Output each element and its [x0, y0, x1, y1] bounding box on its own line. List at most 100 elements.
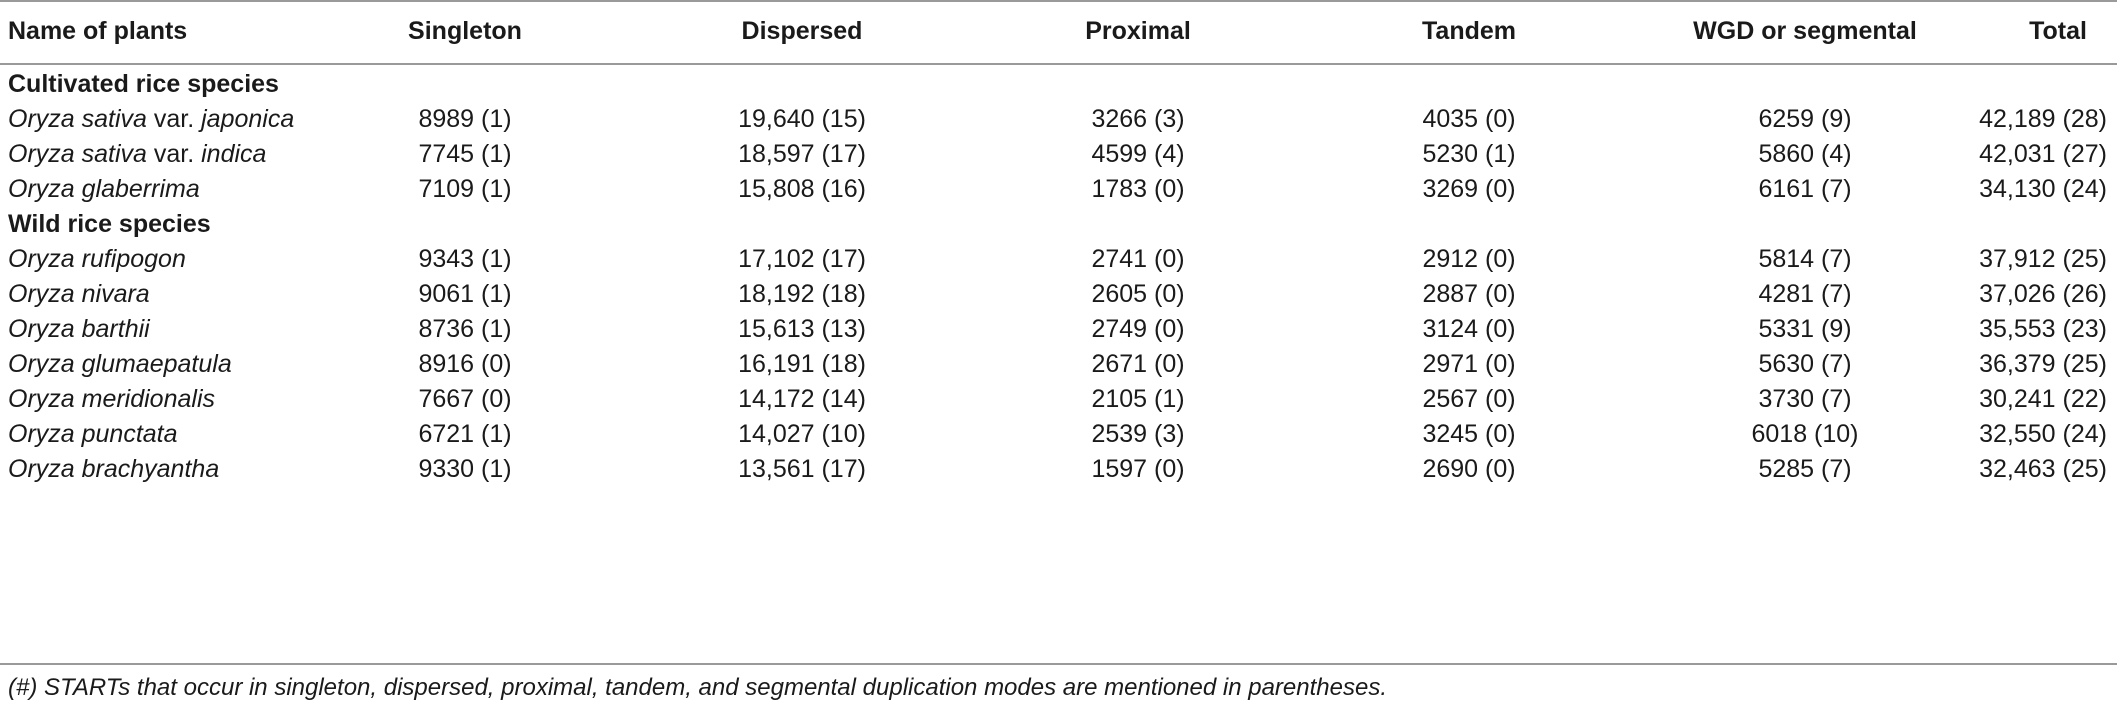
proximal-value: 1783 (0)	[1091, 175, 1185, 203]
plant-name: Oryza meridionalis	[8, 382, 215, 417]
dispersed-value: 19,640 (15)	[738, 105, 866, 133]
tandem-value: 5230 (1)	[1422, 140, 1516, 168]
table-row: Oryza sativa var. japonica 8989 (1) 19,640…	[0, 102, 2117, 137]
tandem-value: 2567 (0)	[1422, 385, 1516, 413]
singleton-value: 7109 (1)	[418, 175, 512, 203]
header-name-of-plants: Name of plants	[8, 17, 188, 45]
total-value: 32,550 (24)	[1979, 420, 2107, 448]
header-singleton: Singleton	[408, 17, 522, 45]
plant-name: Oryza glumaepatula	[8, 347, 232, 382]
singleton-value: 6721 (1)	[418, 420, 512, 448]
plant-name: Oryza nivara	[8, 277, 150, 312]
dispersed-value: 17,102 (17)	[738, 245, 866, 273]
proximal-value: 1597 (0)	[1091, 455, 1185, 483]
plant-name-species: Oryza rufipogon	[8, 245, 186, 273]
header-total: Total	[2029, 17, 2087, 45]
proximal-value: 2605 (0)	[1091, 280, 1185, 308]
tandem-value: 4035 (0)	[1422, 105, 1516, 133]
plant-name-species: Oryza meridionalis	[8, 385, 216, 413]
wgd-value: 3730 (7)	[1758, 385, 1852, 413]
total-value: 37,912 (25)	[1979, 245, 2107, 273]
proximal-value: 3266 (3)	[1091, 105, 1185, 133]
table-row: Oryza glumaepatula 8916 (0) 16,191 (18) 267…	[0, 347, 2117, 382]
tandem-value: 2887 (0)	[1422, 280, 1516, 308]
singleton-value: 9330 (1)	[418, 455, 512, 483]
plant-name: Oryza rufipogon	[8, 242, 186, 277]
plant-name: Oryza sativa var. japonica	[8, 102, 294, 137]
plant-name-variety: japonica	[201, 105, 295, 133]
table-row: Oryza nivara 9061 (1) 18,192 (18) 2605 (0) 2…	[0, 277, 2117, 312]
wgd-value: 5285 (7)	[1758, 455, 1852, 483]
wgd-value: 5331 (9)	[1758, 315, 1852, 343]
plant-name: Oryza punctata	[8, 417, 178, 452]
wgd-value: 4281 (7)	[1758, 280, 1852, 308]
table-bottom-rule	[0, 663, 2117, 665]
table-row: Oryza sativa var. indica 7745 (1) 18,597 (…	[0, 137, 2117, 172]
proximal-value: 2741 (0)	[1091, 245, 1185, 273]
total-value: 42,189 (28)	[1979, 105, 2107, 133]
table-row: Oryza punctata 6721 (1) 14,027 (10) 2539 (3…	[0, 417, 2117, 452]
plant-name-variety: indica	[201, 140, 267, 168]
total-value: 32,463 (25)	[1979, 455, 2107, 483]
plant-name: Oryza sativa var. indica	[8, 137, 266, 172]
wgd-value: 5630 (7)	[1758, 350, 1852, 378]
plant-name: Oryza glaberrima	[8, 172, 200, 207]
plant-name-species: Oryza sativa	[8, 140, 147, 168]
section-row: Wild rice species	[0, 207, 2117, 242]
plant-name-species: Oryza brachyantha	[8, 455, 220, 483]
plant-name: Oryza brachyantha	[8, 452, 219, 487]
plant-name-species: Oryza nivara	[8, 280, 150, 308]
tandem-value: 2690 (0)	[1422, 455, 1516, 483]
singleton-value: 7667 (0)	[418, 385, 512, 413]
dispersed-value: 16,191 (18)	[738, 350, 866, 378]
total-value: 42,031 (27)	[1979, 140, 2107, 168]
header-rule	[0, 63, 2117, 65]
section-row: Cultivated rice species	[0, 67, 2117, 102]
plant-name-species: Oryza sativa	[8, 105, 147, 133]
header-proximal: Proximal	[1085, 17, 1191, 45]
header-wgd-or-segmental: WGD or segmental	[1693, 17, 1917, 45]
plant-name-species: Oryza glumaepatula	[8, 350, 232, 378]
table-row: Oryza barthii 8736 (1) 15,613 (13) 2749 (0)…	[0, 312, 2117, 347]
total-value: 37,026 (26)	[1979, 280, 2107, 308]
total-value: 34,130 (24)	[1979, 175, 2107, 203]
tandem-value: 3269 (0)	[1422, 175, 1516, 203]
plant-name-var: var.	[146, 140, 202, 168]
section-title: Wild rice species	[8, 210, 211, 238]
table-row: Oryza brachyantha 9330 (1) 13,561 (17) 1597…	[0, 452, 2117, 487]
total-value: 36,379 (25)	[1979, 350, 2107, 378]
singleton-value: 9061 (1)	[418, 280, 512, 308]
singleton-value: 9343 (1)	[418, 245, 512, 273]
proximal-value: 2749 (0)	[1091, 315, 1185, 343]
tandem-value: 3245 (0)	[1422, 420, 1516, 448]
proximal-value: 2671 (0)	[1091, 350, 1185, 378]
proximal-value: 4599 (4)	[1091, 140, 1185, 168]
dispersed-value: 13,561 (17)	[738, 455, 866, 483]
plant-name-species: Oryza punctata	[8, 420, 178, 448]
singleton-value: 8989 (1)	[418, 105, 512, 133]
wgd-value: 5814 (7)	[1758, 245, 1852, 273]
tandem-value: 2971 (0)	[1422, 350, 1516, 378]
dispersed-value: 18,192 (18)	[738, 280, 866, 308]
header-dispersed: Dispersed	[741, 17, 863, 45]
singleton-value: 8916 (0)	[418, 350, 512, 378]
proximal-value: 2539 (3)	[1091, 420, 1185, 448]
table-top-rule	[0, 0, 2117, 2]
dispersed-value: 14,172 (14)	[738, 385, 866, 413]
proximal-value: 2105 (1)	[1091, 385, 1185, 413]
plant-name: Oryza barthii	[8, 312, 150, 347]
dispersed-value: 18,597 (17)	[738, 140, 866, 168]
tandem-value: 3124 (0)	[1422, 315, 1516, 343]
plant-name-species: Oryza glaberrima	[8, 175, 200, 203]
table-row: Oryza meridionalis 7667 (0) 14,172 (14) 210…	[0, 382, 2117, 417]
singleton-value: 7745 (1)	[418, 140, 512, 168]
total-value: 35,553 (23)	[1979, 315, 2107, 343]
dispersed-value: 15,808 (16)	[738, 175, 866, 203]
plant-name-var: var.	[146, 105, 202, 133]
wgd-value: 6161 (7)	[1758, 175, 1852, 203]
section-title: Cultivated rice species	[8, 70, 279, 98]
wgd-value: 6018 (10)	[1751, 420, 1859, 448]
wgd-value: 6259 (9)	[1758, 105, 1852, 133]
dispersed-value: 15,613 (13)	[738, 315, 866, 343]
header-tandem: Tandem	[1422, 17, 1516, 45]
